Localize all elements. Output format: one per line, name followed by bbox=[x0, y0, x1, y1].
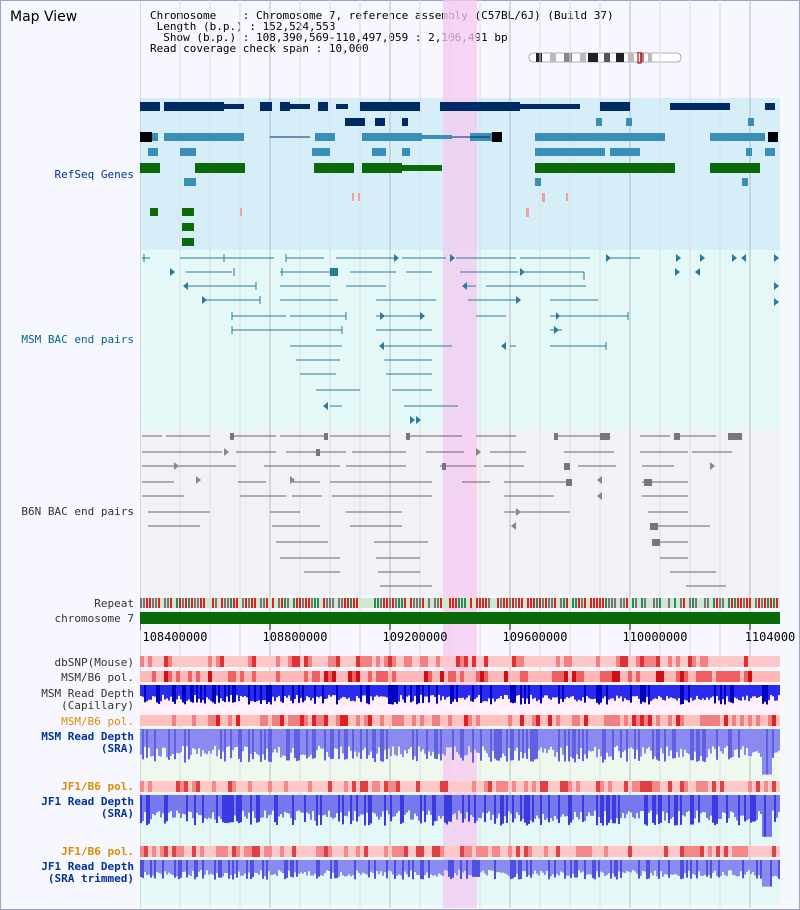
jf1-read-depth-sra-label: JF1 Read Depth (SRA) bbox=[41, 795, 134, 820]
page-title: Map View bbox=[10, 9, 78, 25]
jf1-b6-pol-2-label: JF1/B6 pol. bbox=[61, 845, 134, 858]
length-key: Length (b.p.) bbox=[156, 20, 243, 33]
jf1-b6-pol-track[interactable] bbox=[140, 781, 780, 793]
chromosome-label: chromosome 7 bbox=[54, 612, 134, 625]
b6n-bac-end-pairs-track[interactable] bbox=[140, 430, 780, 595]
axis-tick-label: 1104000 bbox=[744, 630, 796, 644]
jf1-read-depth-trimmed-track[interactable] bbox=[140, 860, 780, 890]
msm-b6-pol-sra-track[interactable] bbox=[140, 715, 780, 727]
msm-bac-end-pairs-label[interactable]: MSM BAC end pairs bbox=[21, 333, 134, 346]
chromosome-bar[interactable] bbox=[140, 612, 780, 624]
span-value: 10,000 bbox=[328, 42, 369, 55]
jf1-b6-pol-2-track[interactable] bbox=[140, 846, 780, 858]
dbsnp-track[interactable] bbox=[140, 656, 780, 668]
chromosome-ideogram[interactable] bbox=[528, 52, 684, 64]
msm-read-depth-sra-label: MSM Read Depth (SRA) bbox=[41, 730, 134, 755]
msm-read-depth-capillary-label: MSM Read Depth (Capillary) bbox=[41, 687, 134, 712]
axis-tick-label: 109200000 bbox=[382, 630, 448, 644]
refseq-genes-label[interactable]: RefSeq Genes bbox=[54, 168, 134, 181]
axis-tick-label: 109600000 bbox=[502, 630, 568, 644]
msm-b6-pol-sra-label: MSM/B6 pol. bbox=[61, 715, 134, 728]
msm-bac-end-pairs-track[interactable] bbox=[140, 250, 780, 430]
chromosome-value: Chromosome 7, reference assembly (C57BL/… bbox=[255, 9, 614, 22]
msm-read-depth-capillary-track[interactable] bbox=[140, 685, 780, 715]
msm-b6-pol-label: MSM/B6 pol. bbox=[61, 671, 134, 684]
b6n-bac-end-pairs-label[interactable]: B6N BAC end pairs bbox=[21, 505, 134, 518]
info-block: Chromosome : Chromosome 7, reference ass… bbox=[150, 9, 614, 55]
axis-tick-label: 108800000 bbox=[262, 630, 328, 644]
jf1-b6-pol-label: JF1/B6 pol. bbox=[61, 780, 134, 793]
repeat-label: Repeat bbox=[94, 597, 134, 610]
jf1-read-depth-sra-track[interactable] bbox=[140, 795, 780, 840]
chromosome-key: Chromosome bbox=[150, 9, 217, 22]
repeat-track[interactable] bbox=[140, 597, 780, 609]
refseq-genes-track[interactable] bbox=[140, 98, 780, 250]
jf1-read-depth-trimmed-label: JF1 Read Depth (SRA trimmed) bbox=[41, 860, 134, 885]
axis-tick-label: 108400000 bbox=[142, 630, 208, 644]
show-key: Show (b.p.) bbox=[163, 31, 237, 44]
axis-tick-label: 110000000 bbox=[622, 630, 688, 644]
msm-read-depth-sra-track[interactable] bbox=[140, 729, 780, 779]
axis-ticks bbox=[140, 624, 751, 630]
dbsnp-label: dbSNP(Mouse) bbox=[54, 656, 134, 669]
length-value: 152,524,553 bbox=[262, 20, 336, 33]
msm-b6-pol-track[interactable] bbox=[140, 671, 780, 683]
